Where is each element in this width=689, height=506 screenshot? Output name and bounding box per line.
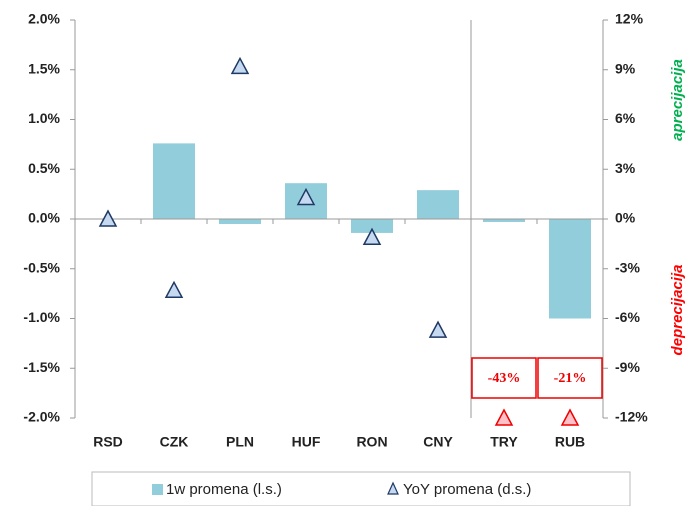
x-tick-label: CNY (423, 434, 453, 450)
y2-tick-label: -9% (615, 359, 640, 375)
y2-tick-label: 6% (615, 110, 636, 126)
bar (483, 219, 525, 222)
triangle-marker (164, 280, 184, 299)
y2-tick-label: 9% (615, 60, 636, 76)
x-tick-label: CZK (160, 434, 189, 450)
y-tick-label: -2.0% (23, 409, 60, 425)
y-tick-label: -0.5% (23, 259, 60, 275)
bar (549, 219, 591, 319)
triangle-marker (230, 56, 250, 75)
y2-tick-label: 3% (615, 160, 636, 176)
bar (417, 190, 459, 219)
annotation: aprecijacija (669, 59, 686, 141)
triangle-marker (494, 408, 514, 426)
triangle-marker (560, 408, 580, 426)
value-label: -21% (554, 371, 587, 386)
triangle-marker (362, 227, 382, 245)
legend-marker (387, 481, 399, 495)
y2-tick-label: -12% (615, 409, 648, 425)
value-label: -43% (488, 371, 521, 386)
y-tick-label: 0.5% (28, 160, 60, 176)
x-tick-label: TRY (490, 434, 518, 450)
triangle-marker (428, 320, 448, 338)
x-tick-label: RUB (555, 434, 585, 450)
x-tick-label: PLN (226, 434, 254, 450)
bar (351, 219, 393, 233)
x-tick-label: RON (356, 434, 387, 450)
value-label-box (537, 357, 603, 399)
legend-swatch (152, 484, 163, 495)
annotation: deprecijacija (669, 265, 686, 356)
y-tick-label: 2.0% (28, 11, 60, 27)
triangle-marker (98, 209, 118, 227)
bar (153, 143, 195, 219)
y-tick-label: -1.5% (23, 359, 60, 375)
legend-label: 1w promena (l.s.) (166, 481, 282, 498)
y-tick-label: 0.0% (28, 210, 60, 226)
y-tick-label: 1.5% (28, 60, 60, 76)
x-tick-label: HUF (292, 434, 321, 450)
y2-tick-label: 12% (615, 11, 644, 27)
y2-tick-label: -6% (615, 309, 640, 325)
y-tick-label: -1.0% (23, 309, 60, 325)
triangle-marker (296, 187, 316, 206)
legend-box (91, 471, 631, 506)
bar (219, 219, 261, 224)
x-tick-label: RSD (93, 434, 123, 450)
y2-tick-label: 0% (615, 210, 636, 226)
y2-tick-label: -3% (615, 259, 640, 275)
value-label-box (471, 357, 537, 399)
legend-label: YoY promena (d.s.) (403, 481, 531, 498)
y-tick-label: 1.0% (28, 110, 60, 126)
